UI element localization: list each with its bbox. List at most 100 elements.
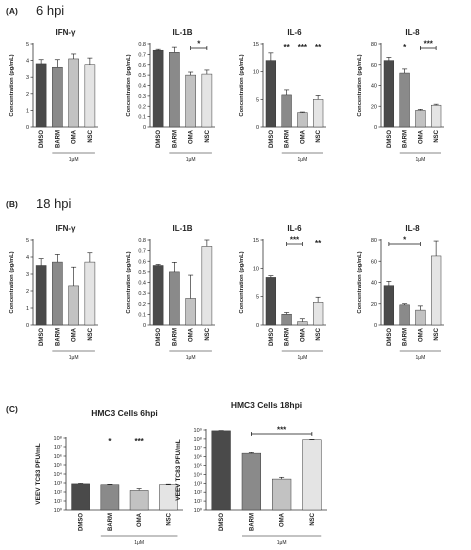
y-tick-label: 0.4 — [138, 84, 146, 90]
y-tick-label: 0.6 — [138, 63, 146, 69]
bar-nsc — [312, 99, 324, 128]
significance-label: * — [197, 40, 201, 49]
panel-b-title: 18 hpi — [36, 196, 72, 211]
dose-label: 1μM — [297, 355, 307, 361]
y-tick-label: 0.2 — [138, 104, 146, 110]
bar-dmso — [152, 265, 164, 326]
significance-label: ** — [315, 43, 322, 52]
y-tick-label: 40 — [371, 84, 377, 90]
chart-title: HMC3 Cells 6hpi — [91, 408, 158, 418]
y-tick-label: 0.1 — [138, 312, 146, 318]
dose-label: 1μM — [415, 157, 425, 163]
chart-title: IL-8 — [405, 28, 420, 37]
x-tick-label: NSC — [434, 327, 440, 340]
y-tick-label: 0 — [256, 323, 259, 329]
y-axis-label: Concentration (pg/mL) — [357, 54, 363, 116]
y-tick-label: 0 — [374, 125, 377, 131]
chart-6: IL-1B 0 0.1 0.2 0.3 0.4 0.5 0.6 0.7 0.8 Concentrat… — [126, 224, 215, 361]
y-tick-label: 10⁷ — [194, 445, 202, 452]
bar-nsc — [430, 255, 442, 326]
y-axis-label: Concentration (pg/mL) — [239, 251, 245, 313]
x-tick-label: NSC — [316, 129, 322, 142]
bar-barm — [281, 94, 292, 128]
chart-9: HMC3 Cells 6hpi 10⁰ 10¹ 10² 10³ 10⁴ 10⁵ 10⁶ 10⁷ 1… — [35, 408, 183, 546]
x-tick-label: OMA — [189, 327, 195, 342]
bar-oma — [68, 285, 79, 326]
bar-nsc — [201, 246, 213, 326]
x-tick-label: NSC — [205, 327, 211, 340]
y-tick-label: 10¹ — [194, 499, 202, 505]
y-tick-label: 80 — [371, 42, 377, 48]
y-tick-label: 80 — [371, 238, 377, 244]
chart-2: IL-1B 0 0.1 0.2 0.3 0.4 0.5 0.6 0.7 0.8 Concentrat… — [126, 28, 215, 163]
bar-dmso — [35, 265, 47, 326]
dose-label: 1μM — [134, 540, 144, 546]
y-axis-label: VEEV TC83 PFU/mL — [175, 439, 182, 500]
x-tick-label: OMA — [418, 327, 424, 342]
x-tick-label: NSC — [88, 129, 94, 142]
x-tick-label: BARM — [55, 130, 61, 148]
y-axis-label: Concentration (pg/mL) — [126, 54, 132, 116]
chart-title: IL-1B — [173, 224, 193, 233]
bar-oma — [129, 490, 149, 511]
x-tick-label: NSC — [88, 327, 94, 340]
y-tick-label: 10⁶ — [54, 453, 62, 460]
chart-title: IL-8 — [405, 224, 420, 233]
x-tick-label: DMSO — [79, 513, 85, 531]
y-tick-label: 3 — [26, 75, 29, 81]
bar-barm — [52, 261, 63, 326]
bar-dmso — [265, 277, 277, 326]
panel-c-header: (C) — [6, 404, 18, 414]
charts-layer: IFN-γ 0 1 2 3 4 5 Concentration (pg/mL) DMSO BARM… — [9, 28, 444, 546]
y-tick-label: 10⁸ — [194, 436, 202, 443]
significance-label: *** — [424, 40, 434, 49]
y-tick-label: 4 — [26, 255, 29, 261]
x-tick-label: OMA — [72, 327, 78, 342]
x-tick-label: DMSO — [387, 130, 393, 148]
dose-label: 1μM — [186, 355, 196, 361]
x-tick-label: DMSO — [39, 328, 45, 346]
y-tick-label: 0 — [26, 323, 29, 329]
y-axis-label: Concentration (pg/mL) — [126, 251, 132, 313]
dose-label: 1μM — [415, 355, 425, 361]
dose-label: 1μM — [69, 157, 79, 163]
y-tick-label: 0 — [374, 323, 377, 329]
bar-barm — [100, 484, 120, 511]
chart-title: IFN-γ — [56, 28, 77, 37]
bar-barm — [399, 72, 410, 128]
y-tick-label: 2 — [26, 92, 29, 98]
y-tick-label: 10⁹ — [194, 427, 202, 434]
y-tick-label: 20 — [371, 104, 377, 110]
y-axis-label: Concentration (pg/mL) — [9, 251, 15, 313]
chart-title: HMC3 Cells 18hpi — [231, 400, 302, 410]
bar-oma — [68, 58, 79, 128]
bar-oma — [297, 112, 308, 128]
dose-label: 1μM — [297, 157, 307, 163]
y-tick-label: 0.5 — [138, 270, 146, 276]
y-tick-label: 0.8 — [138, 42, 146, 48]
significance-label: ** — [284, 43, 291, 52]
bar-oma — [415, 110, 426, 128]
y-tick-label: 0.5 — [138, 73, 146, 79]
bar-oma — [185, 298, 196, 326]
panel-a-header: (A) 6 hpi — [6, 3, 64, 18]
y-tick-label: 5 — [26, 238, 29, 244]
x-tick-label: NSC — [205, 129, 211, 142]
bar-nsc — [84, 64, 96, 128]
bar-oma — [297, 321, 308, 326]
significance-label: ** — [315, 239, 322, 248]
y-tick-label: 5 — [26, 42, 29, 48]
y-axis-label: Concentration (pg/mL) — [239, 54, 245, 116]
bar-nsc — [312, 302, 324, 326]
chart-3: IL-6 0 5 10 15 Concentration (pg/mL) DMSO BARM O… — [239, 28, 326, 163]
significance-label: * — [403, 43, 407, 52]
x-tick-label: NSC — [434, 129, 440, 142]
x-tick-label: NSC — [316, 327, 322, 340]
significance-label: *** — [134, 437, 144, 446]
bar-dmso — [383, 60, 395, 128]
y-tick-label: 10¹ — [54, 499, 62, 505]
significance-label: *** — [290, 236, 300, 245]
chart-8: IL-8 0 20 40 60 80 Concentration (pg/mL) DMSO BA… — [357, 224, 444, 361]
y-tick-label: 15 — [253, 42, 259, 48]
